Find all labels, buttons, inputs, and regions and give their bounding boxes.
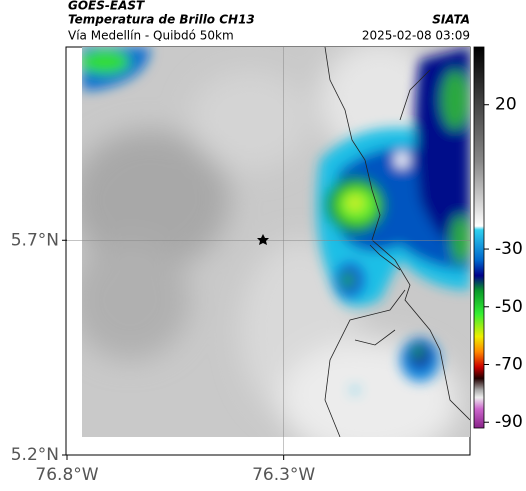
colorbar-tick-label: -70 — [495, 355, 523, 375]
source: SIATA — [432, 13, 470, 27]
colorbar — [473, 46, 485, 429]
colorbar-tick-label: -50 — [495, 297, 523, 317]
x-tick-label: 76.3°W — [252, 465, 315, 485]
y-tick-label: 5.2°N — [11, 445, 59, 465]
y-tick-label: 5.7°N — [11, 230, 59, 250]
grid — [67, 47, 470, 455]
route: Vía Medellín - Quibdó 50km — [68, 29, 234, 43]
title: GOES-EAST — [68, 0, 145, 13]
location-marker — [257, 234, 269, 245]
satellite-image — [82, 47, 470, 437]
x-tick-label: 76.8°W — [35, 465, 98, 485]
colorbar-tick-label: -30 — [495, 239, 523, 259]
colorbar-tick-label: -90 — [495, 412, 523, 432]
subtitle: Temperatura de Brillo CH13 — [68, 13, 255, 27]
colorbar-tick-label: 20 — [495, 95, 517, 115]
datetime: 2025-02-08 03:09 — [362, 29, 470, 43]
